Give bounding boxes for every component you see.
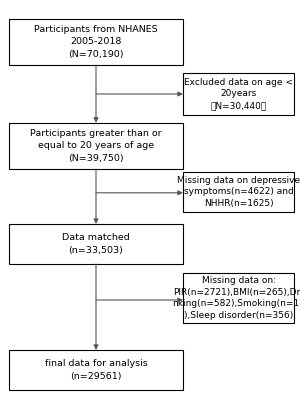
FancyBboxPatch shape — [183, 273, 294, 323]
Text: Data matched
(n=33,503): Data matched (n=33,503) — [62, 234, 130, 254]
FancyBboxPatch shape — [9, 19, 183, 65]
Text: Excluded data on age <
20years
（N=30,440）: Excluded data on age < 20years （N=30,440… — [184, 78, 293, 110]
Text: Missing data on:
PIR(n=2721),BMI(n=265),Dri
nking(n=582),Smoking(n=18
),Sleep di: Missing data on: PIR(n=2721),BMI(n=265),… — [172, 276, 300, 320]
Text: final data for analysis
(n=29561): final data for analysis (n=29561) — [45, 360, 147, 380]
FancyBboxPatch shape — [9, 224, 183, 264]
FancyBboxPatch shape — [9, 350, 183, 390]
FancyBboxPatch shape — [183, 172, 294, 212]
FancyBboxPatch shape — [183, 73, 294, 115]
Text: Participants from NHANES
2005-2018
(N=70,190): Participants from NHANES 2005-2018 (N=70… — [34, 25, 158, 59]
Text: Participants greater than or
equal to 20 years of age
(N=39,750): Participants greater than or equal to 20… — [30, 129, 162, 163]
FancyBboxPatch shape — [9, 123, 183, 169]
Text: Missing data on depressive
symptoms(n=4622) and
NHHR(n=1625): Missing data on depressive symptoms(n=46… — [177, 176, 300, 208]
